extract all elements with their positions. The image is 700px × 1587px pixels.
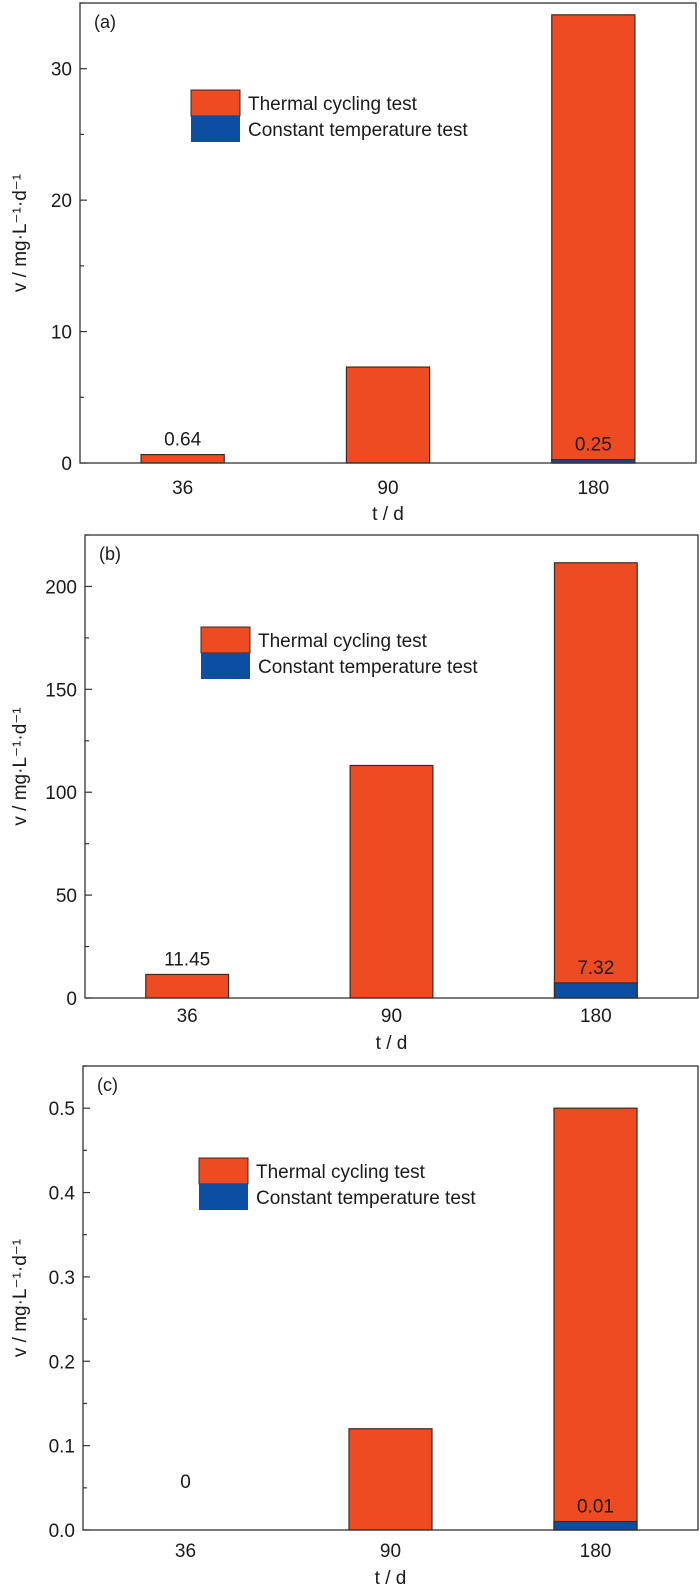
legend: Thermal cycling test Constant temperature… [190,89,468,142]
legend-swatch-thermal [190,89,241,117]
x-tick-label: 180 [580,1541,612,1562]
legend-label: Constant temperature test [248,120,468,141]
x-tick-label: 180 [577,478,609,499]
bar-thermal-36 [145,973,230,999]
y-tick-label: 10 [51,323,72,344]
x-tick-label: 36 [177,1006,198,1027]
legend-label: Thermal cycling test [248,94,418,115]
panel-label: (a) [94,12,116,32]
y-tick-label: 150 [45,680,77,701]
x-tick-label: 90 [377,478,398,499]
legend-swatch-constant [201,653,250,679]
data-label: 7.32 [577,958,614,979]
y-tick-label: 100 [45,783,77,804]
plot-frame [84,534,699,999]
y-tick-label: 0.4 [49,1184,76,1205]
legend-swatch-thermal [200,626,251,654]
legend-label: Thermal cycling test [258,631,428,652]
panel-label: (c) [97,1075,118,1095]
x-tick-label: 90 [380,1541,401,1562]
data-label: 0.01 [577,1497,614,1518]
chart-panel-a: 0 10 20 30 36 90 180 t / d v / mg·L⁻¹·d⁻¹ (a) Ther… [10,2,697,525]
bar-thermal-180 [551,14,636,464]
bar-constant-180 [553,1520,638,1531]
y-tick-label: 30 [51,60,72,81]
x-axis-title: t / d [375,1568,407,1587]
y-axis-title: v / mg·L⁻¹·d⁻¹ [10,707,31,825]
y-tick-label: 0 [61,454,72,475]
legend: Thermal cycling test Constant temperature… [198,1157,476,1210]
data-label: 0 [180,1472,191,1493]
data-label: 0.64 [164,430,201,451]
data-label: 0.25 [575,435,612,456]
y-tick-label: 0.1 [49,1437,75,1458]
bar-thermal-180 [553,1107,638,1531]
bar-thermal-90 [349,764,434,999]
legend-label: Constant temperature test [258,657,478,678]
legend-label: Thermal cycling test [256,1162,426,1183]
x-tick-label: 36 [175,1541,196,1562]
plot-frame [79,2,697,464]
chart-panel-b: 0 50 100 150 200 36 90 180 t / d v / mg·L⁻¹·d⁻¹ (b… [10,534,699,1054]
y-axis-title: v / mg·L⁻¹·d⁻¹ [10,174,31,292]
plot-frame [82,1065,699,1531]
x-tick-label: 36 [172,478,193,499]
data-label: 11.45 [164,949,210,970]
legend-label: Constant temperature test [256,1188,476,1209]
y-tick-label: 0.2 [49,1352,75,1373]
x-tick-label: 180 [580,1006,612,1027]
legend: Thermal cycling test Constant temperature… [200,626,478,679]
y-tick-label: 50 [56,886,77,907]
panel-label: (b) [99,544,121,564]
y-tick-label: 0 [66,989,77,1010]
y-tick-label: 0.5 [49,1099,75,1120]
x-tick-label: 90 [381,1006,402,1027]
bar-thermal-180 [553,562,638,999]
legend-swatch-thermal [198,1157,249,1185]
legend-swatch-constant [191,116,240,142]
y-tick-label: 20 [51,191,72,212]
y-axis-title: v / mg·L⁻¹·d⁻¹ [10,1239,31,1357]
bar-constant-180 [553,982,638,999]
bar-thermal-36 [140,453,225,464]
y-tick-label: 0.3 [49,1268,75,1289]
bar-thermal-90 [345,366,431,464]
chart-panel-c: 0.0 0.1 0.2 0.3 0.4 0.5 36 90 180 t / d v / mg·L⁻¹… [10,1065,699,1587]
legend-swatch-constant [199,1184,248,1210]
x-axis-title: t / d [372,504,404,525]
bar-thermal-90 [348,1428,433,1531]
y-tick-label: 0.0 [49,1521,75,1542]
x-axis-title: t / d [376,1033,408,1054]
y-tick-label: 200 [45,577,77,598]
